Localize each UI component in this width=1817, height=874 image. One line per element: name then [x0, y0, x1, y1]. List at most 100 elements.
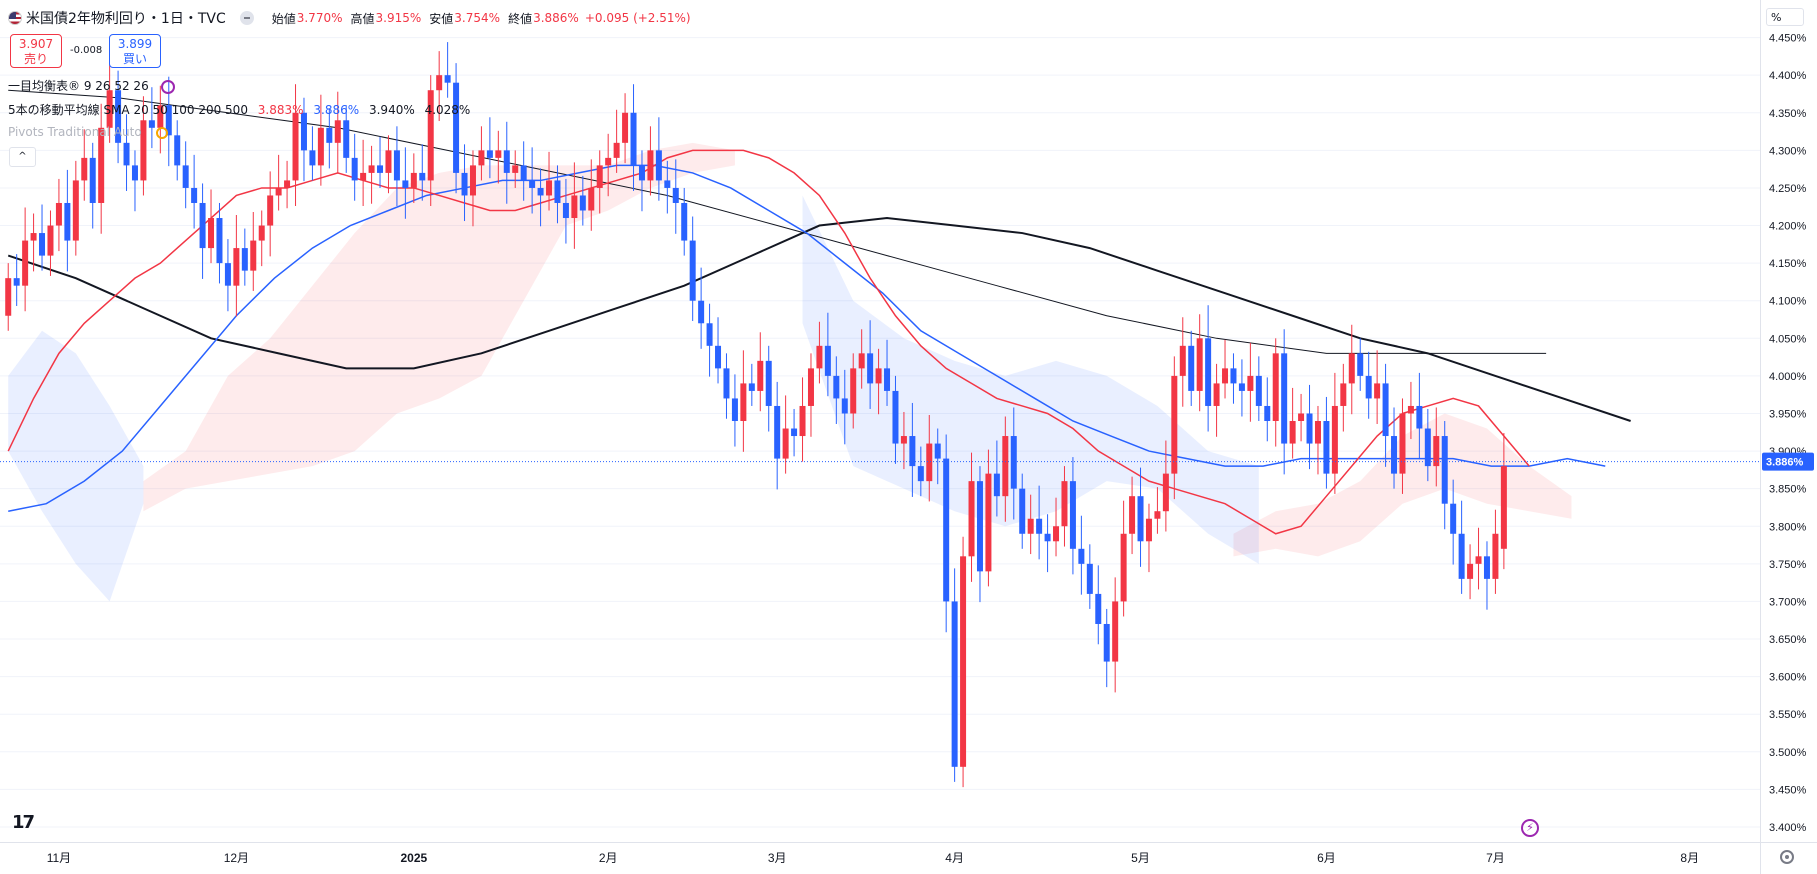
- candle[interactable]: [1314, 405, 1321, 475]
- candle[interactable]: [774, 381, 781, 490]
- candle[interactable]: [698, 267, 705, 349]
- sync-icon[interactable]: [160, 79, 175, 94]
- candle[interactable]: [191, 154, 198, 229]
- candle[interactable]: [22, 207, 29, 312]
- candle[interactable]: [1179, 317, 1186, 407]
- candle[interactable]: [622, 93, 629, 164]
- candle[interactable]: [30, 213, 37, 272]
- candle[interactable]: [1399, 398, 1406, 494]
- candle[interactable]: [664, 160, 671, 214]
- candle[interactable]: [216, 202, 223, 284]
- candle[interactable]: [748, 363, 755, 406]
- candle[interactable]: [410, 153, 417, 203]
- candle[interactable]: [131, 150, 138, 212]
- candle[interactable]: [1475, 527, 1482, 590]
- buy-button[interactable]: 3.899 買い: [109, 34, 161, 68]
- candle[interactable]: [1205, 305, 1212, 432]
- candle[interactable]: [309, 126, 316, 181]
- candle[interactable]: [605, 133, 612, 197]
- candle[interactable]: [689, 216, 696, 322]
- pivots-legend[interactable]: Pivots Traditional Auto: [8, 125, 168, 139]
- candle[interactable]: [1171, 356, 1178, 500]
- candle[interactable]: [1238, 359, 1245, 417]
- candle[interactable]: [1374, 350, 1381, 425]
- candle[interactable]: [765, 345, 772, 432]
- candle[interactable]: [833, 356, 840, 425]
- candle[interactable]: [148, 87, 155, 149]
- candle[interactable]: [1154, 487, 1161, 534]
- candle[interactable]: [791, 408, 798, 457]
- sma-legend[interactable]: 5本の移動平均線 SMA 20 50 100 200 500 3.883% 3.…: [8, 101, 470, 118]
- candle[interactable]: [1129, 476, 1136, 555]
- candle[interactable]: [72, 160, 79, 256]
- market-status-icon[interactable]: [239, 11, 254, 25]
- candle[interactable]: [562, 178, 569, 244]
- candle[interactable]: [343, 105, 350, 173]
- candle[interactable]: [1213, 363, 1220, 437]
- candle[interactable]: [1095, 565, 1102, 645]
- candle[interactable]: [960, 536, 967, 788]
- candle[interactable]: [174, 120, 181, 181]
- candle[interactable]: [1382, 363, 1389, 467]
- price-chart[interactable]: [0, 0, 1760, 842]
- candle[interactable]: [1103, 608, 1110, 688]
- candle[interactable]: [1458, 500, 1465, 594]
- candle[interactable]: [630, 84, 637, 191]
- candle[interactable]: [1467, 544, 1474, 600]
- candle[interactable]: [402, 147, 409, 219]
- candle[interactable]: [1492, 509, 1499, 594]
- candle[interactable]: [1357, 338, 1364, 391]
- tradingview-logo-icon[interactable]: 17: [12, 812, 35, 833]
- candle[interactable]: [1086, 544, 1093, 609]
- candle[interactable]: [858, 329, 865, 389]
- candle[interactable]: [596, 150, 603, 214]
- ichimoku-legend[interactable]: 一目均衡表® 9 26 52 26: [8, 77, 175, 94]
- candle[interactable]: [554, 165, 561, 224]
- candle[interactable]: [731, 374, 738, 447]
- candle[interactable]: [1222, 339, 1229, 399]
- candle[interactable]: [233, 215, 240, 317]
- candle[interactable]: [1340, 363, 1347, 432]
- candle[interactable]: [98, 103, 105, 234]
- candle[interactable]: [334, 91, 341, 174]
- candle[interactable]: [934, 428, 941, 485]
- candle[interactable]: [486, 117, 493, 179]
- candle[interactable]: [782, 395, 789, 474]
- symbol-title[interactable]: 米国債2年物利回り・1日・TVC: [26, 11, 226, 27]
- candle[interactable]: [993, 440, 1000, 517]
- candle[interactable]: [326, 108, 333, 169]
- candle[interactable]: [444, 42, 451, 98]
- candle[interactable]: [1019, 473, 1026, 549]
- candle[interactable]: [1145, 503, 1152, 573]
- candle[interactable]: [985, 449, 992, 587]
- candle[interactable]: [537, 168, 544, 227]
- candle[interactable]: [1289, 387, 1296, 459]
- candle[interactable]: [681, 187, 688, 256]
- candle[interactable]: [579, 175, 586, 226]
- candle[interactable]: [1196, 314, 1203, 412]
- candle[interactable]: [1407, 381, 1414, 440]
- candle[interactable]: [1500, 433, 1507, 570]
- candle[interactable]: [1044, 514, 1051, 573]
- price-axis[interactable]: 4.450% 4.400% 4.350% 4.300% 4.250% 4.200% 4.15…: [1760, 0, 1817, 842]
- candle[interactable]: [275, 154, 282, 211]
- candle[interactable]: [241, 228, 248, 286]
- candle[interactable]: [368, 145, 375, 204]
- candle[interactable]: [5, 263, 12, 331]
- bolt-icon[interactable]: ⚡: [1521, 819, 1539, 837]
- candle[interactable]: [1036, 485, 1043, 560]
- candle[interactable]: [393, 126, 400, 206]
- candle[interactable]: [892, 375, 899, 464]
- candle[interactable]: [39, 204, 46, 271]
- candle[interactable]: [613, 109, 620, 173]
- candle[interactable]: [1433, 407, 1440, 487]
- candle[interactable]: [926, 414, 933, 502]
- candle[interactable]: [55, 178, 62, 252]
- candle[interactable]: [1162, 440, 1169, 532]
- candle[interactable]: [757, 332, 764, 412]
- candle[interactable]: [89, 142, 96, 229]
- candle[interactable]: [1441, 421, 1448, 530]
- candle[interactable]: [1247, 342, 1254, 422]
- candle[interactable]: [884, 339, 891, 406]
- candle[interactable]: [258, 210, 265, 267]
